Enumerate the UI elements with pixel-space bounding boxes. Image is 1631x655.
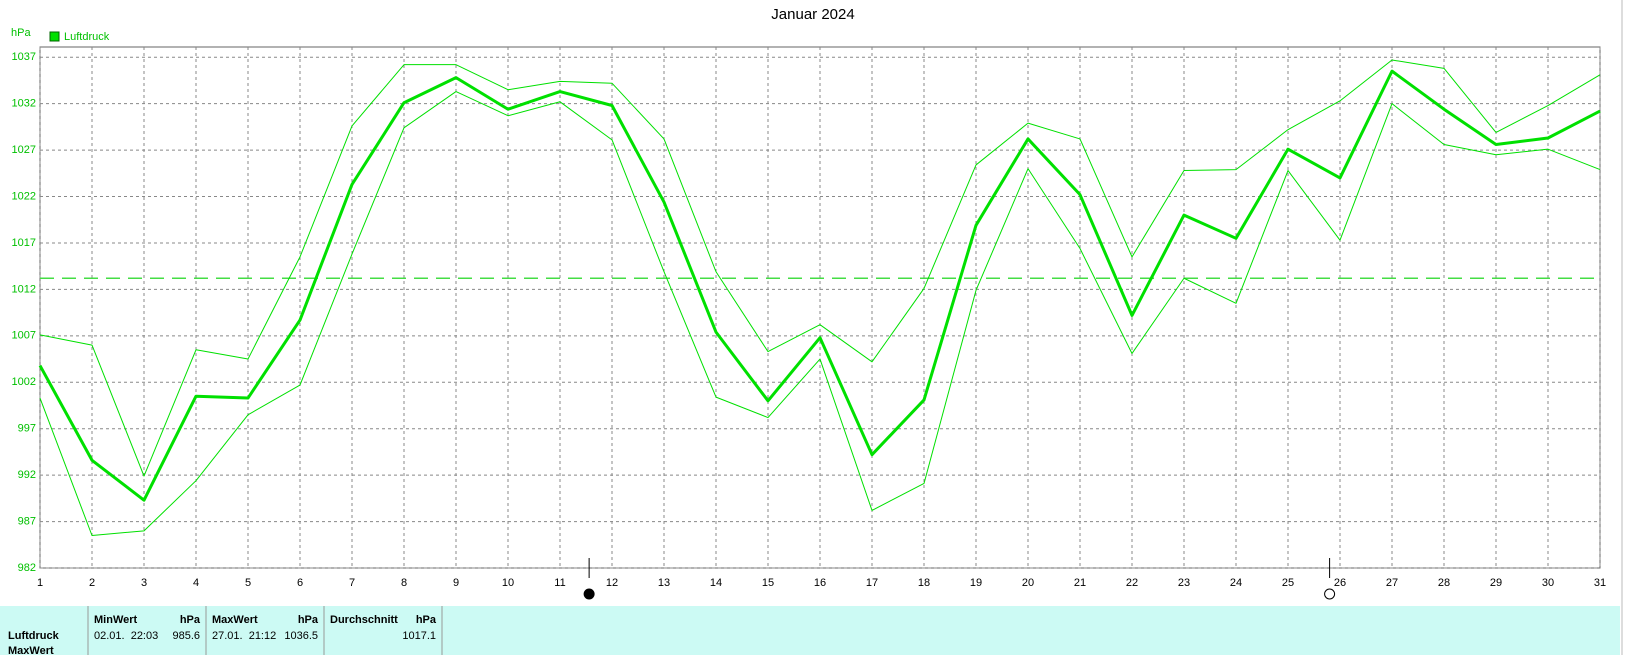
moon-marker — [1324, 588, 1336, 600]
y-tick-label: 992 — [18, 469, 36, 481]
series-line — [39, 91, 1601, 536]
x-tick-label: 31 — [1594, 577, 1606, 589]
series-line — [39, 59, 1601, 477]
x-tick-label: 13 — [658, 577, 670, 589]
x-tick-label: 4 — [193, 577, 199, 589]
table-header: MinWert — [94, 614, 138, 626]
x-tick-label: 8 — [401, 577, 407, 589]
x-tick-label: 25 — [1282, 577, 1294, 589]
y-tick-label: 982 — [18, 562, 36, 574]
x-tick-label: 16 — [814, 577, 826, 589]
x-tick-label: 24 — [1230, 577, 1242, 589]
y-tick-label: 1032 — [12, 98, 36, 110]
x-tick-label: 26 — [1334, 577, 1346, 589]
row-label: Luftdruck — [8, 630, 60, 642]
x-tick-label: 7 — [349, 577, 355, 589]
x-tick-label: 20 — [1022, 577, 1034, 589]
y-tick-label: 1012 — [12, 283, 36, 295]
x-tick-label: 27 — [1386, 577, 1398, 589]
y-tick-label: 1002 — [12, 376, 36, 388]
table-cell: 1017.1 — [402, 630, 436, 642]
moon-marker — [583, 588, 595, 600]
table-header: hPa — [298, 614, 319, 626]
table-background — [0, 606, 1620, 655]
table-cell: 985.6 — [172, 630, 200, 642]
x-tick-label: 6 — [297, 577, 303, 589]
x-tick-label: 14 — [710, 577, 722, 589]
table-header: MaxWert — [212, 614, 258, 626]
table-header: hPa — [416, 614, 437, 626]
x-tick-label: 1 — [37, 577, 43, 589]
x-tick-label: 21 — [1074, 577, 1086, 589]
stats-table: MinWert hPa MaxWert hPa Durchschnitt hPa… — [8, 606, 443, 655]
y-tick-label: 1027 — [12, 144, 36, 156]
legend-label: Luftdruck — [64, 31, 110, 43]
y-tick-label: 1017 — [12, 237, 36, 249]
x-tick-label: 9 — [453, 577, 459, 589]
y-tick-label: 1037 — [12, 51, 36, 63]
x-tick-label: 28 — [1438, 577, 1450, 589]
x-tick-label: 23 — [1178, 577, 1190, 589]
legend-swatch — [49, 31, 60, 42]
x-tick-label: 12 — [606, 577, 618, 589]
x-tick-label: 10 — [502, 577, 514, 589]
table-cell: 02.01. 22:03 — [94, 630, 158, 642]
y-tick-label: 1007 — [12, 330, 36, 342]
row-label: MaxWert — [8, 645, 54, 655]
table-cell: 1036.5 — [284, 630, 318, 642]
x-tick-label: 17 — [866, 577, 878, 589]
chart-title: Januar 2024 — [771, 6, 854, 23]
x-tick-label: 29 — [1490, 577, 1502, 589]
series-line — [38, 69, 1601, 502]
y-tick-label: 1022 — [12, 190, 36, 202]
x-tick-label: 19 — [970, 577, 982, 589]
x-tick-label: 30 — [1542, 577, 1554, 589]
x-tick-label: 22 — [1126, 577, 1138, 589]
table-header: hPa — [180, 614, 201, 626]
x-tick-label: 18 — [918, 577, 930, 589]
y-unit: hPa — [11, 27, 31, 39]
x-tick-label: 15 — [762, 577, 774, 589]
table-header: Durchschnitt — [330, 614, 398, 626]
x-tick-label: 11 — [554, 577, 565, 589]
table-cell: 27.01. 21:12 — [212, 630, 276, 642]
y-tick-label: 987 — [18, 515, 36, 527]
x-tick-label: 2 — [89, 577, 95, 589]
y-tick-label: 997 — [18, 423, 36, 435]
x-tick-label: 5 — [245, 577, 251, 589]
x-tick-label: 3 — [141, 577, 147, 589]
